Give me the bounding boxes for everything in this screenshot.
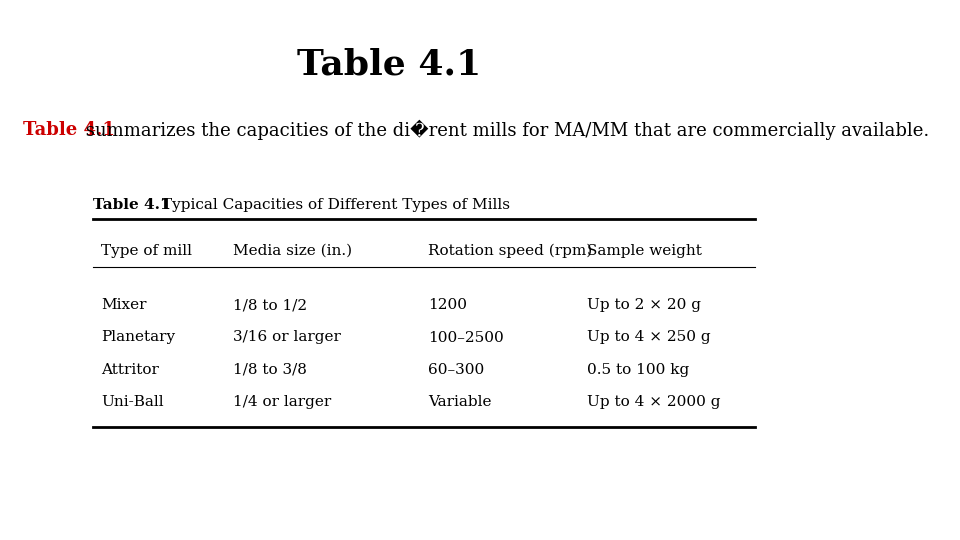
Text: Up to 4 × 250 g: Up to 4 × 250 g xyxy=(588,330,711,345)
Text: 100–2500: 100–2500 xyxy=(428,330,504,345)
Text: 0.5 to 100 kg: 0.5 to 100 kg xyxy=(588,363,689,377)
Text: Media size (in.): Media size (in.) xyxy=(233,244,352,258)
Text: Mixer: Mixer xyxy=(101,298,147,312)
Text: Variable: Variable xyxy=(428,395,492,409)
Text: Attritor: Attritor xyxy=(101,363,159,377)
Text: Table 4.1: Table 4.1 xyxy=(297,48,481,82)
Text: 3/16 or larger: 3/16 or larger xyxy=(233,330,342,345)
Text: summarizes the capacities of the di�rent mills for MA/MM that are commercially a: summarizes the capacities of the di�rent… xyxy=(80,119,929,140)
Text: Planetary: Planetary xyxy=(101,330,176,345)
Text: Table 4.1: Table 4.1 xyxy=(93,198,171,212)
Text: Typical Capacities of Different Types of Mills: Typical Capacities of Different Types of… xyxy=(162,198,510,212)
Text: Type of mill: Type of mill xyxy=(101,244,192,258)
Text: Uni-Ball: Uni-Ball xyxy=(101,395,164,409)
Text: Up to 4 × 2000 g: Up to 4 × 2000 g xyxy=(588,395,721,409)
Text: 1/8 to 1/2: 1/8 to 1/2 xyxy=(233,298,307,312)
Text: 1/8 to 3/8: 1/8 to 3/8 xyxy=(233,363,307,377)
Text: Sample weight: Sample weight xyxy=(588,244,703,258)
Text: 1/4 or larger: 1/4 or larger xyxy=(233,395,332,409)
Text: 60–300: 60–300 xyxy=(428,363,484,377)
Text: 1200: 1200 xyxy=(428,298,467,312)
Text: Table 4.1: Table 4.1 xyxy=(23,120,115,139)
Text: Up to 2 × 20 g: Up to 2 × 20 g xyxy=(588,298,702,312)
Text: Rotation speed (rpm): Rotation speed (rpm) xyxy=(428,244,592,258)
